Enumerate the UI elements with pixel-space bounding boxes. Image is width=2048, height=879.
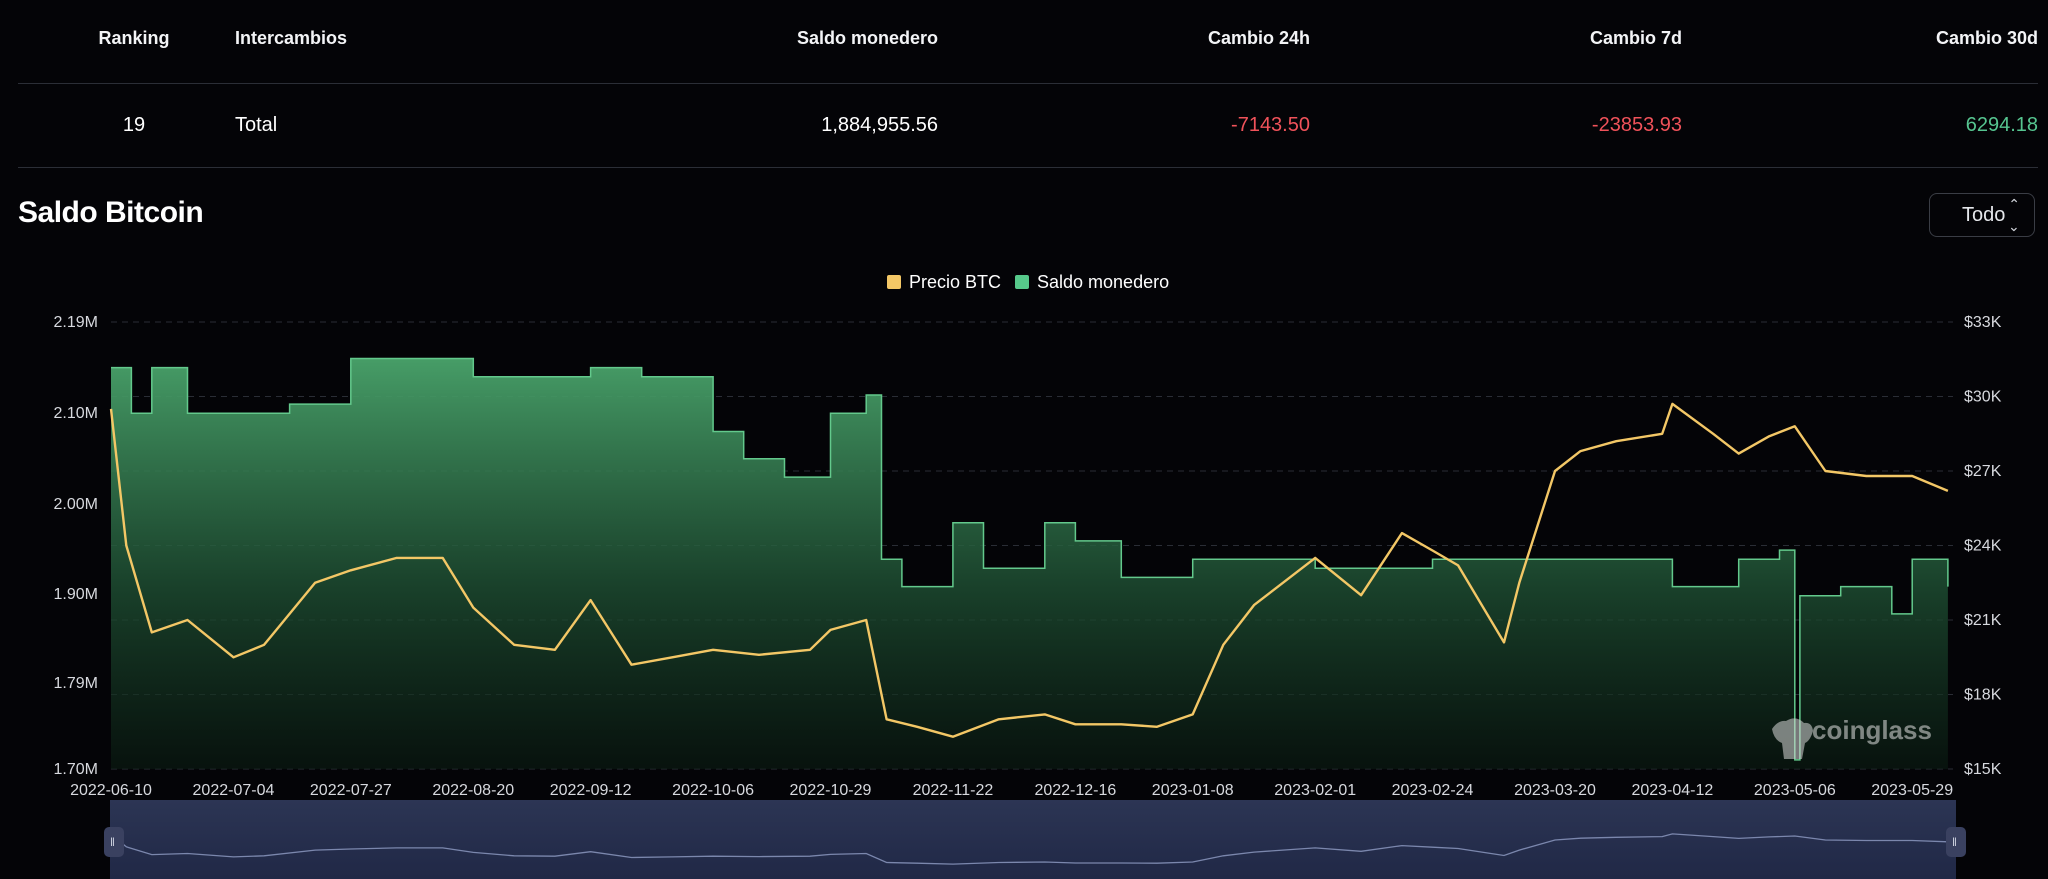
y-left-tick-label: 2.00M: [54, 496, 98, 513]
y-left-tick-label: 1.79M: [54, 675, 98, 692]
header-wallet-balance[interactable]: Saldo monedero: [796, 28, 938, 48]
navigator-line: [110, 833, 1948, 865]
x-tick-label: 2023-01-08: [1152, 782, 1234, 799]
x-axis: 2022-06-10 2022-07-04 2022-07-27 2022-08-20…: [70, 782, 1953, 799]
row-ranking: 19: [122, 114, 146, 136]
navigator-left-handle[interactable]: ‖: [104, 827, 124, 857]
chevron-up-down-icon: ⌃ ⌃: [2008, 196, 2020, 234]
y-right-tick-label: $27K: [1964, 463, 2002, 480]
navigator-left-handle-shape: [104, 827, 124, 857]
legend-label-balance: Saldo monedero: [1037, 272, 1169, 292]
y-right-tick-label: $15K: [1964, 761, 2002, 778]
header-change-30d[interactable]: Cambio 30d: [1935, 28, 2038, 48]
row-change-24h: -7143.50: [1231, 114, 1310, 136]
x-tick-label: 2022-11-22: [913, 782, 994, 799]
y-right-tick-label: $33K: [1964, 314, 2002, 331]
y-left-tick-label: 1.70M: [54, 761, 98, 778]
x-tick-label: 2023-02-01: [1274, 782, 1356, 799]
handle-grip-icon: ‖: [1952, 835, 1957, 849]
header-change-24h[interactable]: Cambio 24h: [1207, 28, 1310, 48]
y-right-tick-label: $30K: [1964, 389, 2002, 406]
x-tick-label: 2022-09-12: [550, 782, 632, 799]
time-range-select[interactable]: Todo ⌃ ⌃: [1929, 193, 2035, 237]
y-right-tick-label: $21K: [1964, 612, 2002, 629]
coinglass-logo-icon: [1772, 718, 1813, 759]
legend-item-balance[interactable]: Saldo monedero: [1015, 272, 1169, 292]
navigator-right-handle[interactable]: ‖: [1946, 827, 1966, 857]
y-right-tick-label: $24K: [1964, 538, 2002, 555]
price-line: [109, 402, 1949, 738]
chart-legend: Precio BTC Saldo monedero: [887, 272, 1169, 292]
table-row: 19 Total 1,884,955.56 -7143.50 -23853.93…: [18, 84, 2038, 168]
table-header-row: Ranking Intercambios Saldo monedero Camb…: [18, 0, 2038, 84]
x-tick-label: 2022-08-20: [432, 782, 514, 799]
y-left-tick-label: 1.90M: [54, 586, 98, 603]
x-tick-label: 2022-07-04: [193, 782, 275, 799]
y-left-tick-label: 2.10M: [54, 405, 98, 422]
time-range-value: Todo: [1962, 204, 2006, 226]
x-tick-label: 2022-12-16: [1034, 782, 1116, 799]
row-exchange: Total: [235, 114, 278, 136]
row-change-7d: -23853.93: [1591, 114, 1682, 136]
navigator-background: [110, 800, 1956, 879]
section-title: Saldo Bitcoin: [18, 196, 204, 229]
balance-line: [111, 357, 1949, 761]
chart-navigator[interactable]: ‖ ‖: [104, 800, 1966, 879]
row-change-30d: 6294.18: [1965, 114, 2038, 136]
x-tick-label: 2023-05-06: [1754, 782, 1836, 799]
bitcoin-balance-chart: Precio BTC Saldo monedero 1.70M 1.79M 1.90…: [54, 272, 2002, 879]
header-exchanges[interactable]: Intercambios: [235, 28, 348, 48]
legend-item-price[interactable]: Precio BTC: [887, 272, 1001, 292]
x-tick-label: 2022-07-27: [310, 782, 392, 799]
legend-label-price: Precio BTC: [909, 272, 1001, 292]
x-tick-label: 2023-02-24: [1392, 782, 1474, 799]
header-change-7d[interactable]: Cambio 7d: [1589, 28, 1682, 48]
y-right-tick-label: $18K: [1964, 687, 2002, 704]
row-wallet-balance: 1,884,955.56: [821, 114, 938, 136]
x-tick-label: 2023-04-12: [1631, 782, 1713, 799]
legend-swatch-balance: [1015, 275, 1029, 289]
coinglass-watermark: coinglass: [1772, 715, 1932, 759]
y-axis-right: $15K $18K $21K $24K $27K $30K $33K: [1964, 314, 2002, 778]
balance-area: [111, 358, 1948, 769]
x-tick-label: 2022-10-06: [672, 782, 754, 799]
x-tick-label: 2023-03-20: [1514, 782, 1596, 799]
handle-grip-icon: ‖: [110, 835, 115, 849]
watermark-text: coinglass: [1812, 715, 1932, 745]
x-tick-label: 2022-06-10: [70, 782, 152, 799]
header-ranking[interactable]: Ranking: [98, 28, 170, 48]
legend-swatch-price: [887, 275, 901, 289]
navigator-right-handle-shape: [1946, 827, 1966, 857]
exchange-balance-table: Ranking Intercambios Saldo monedero Camb…: [18, 0, 2038, 168]
y-axis-left: 1.70M 1.79M 1.90M 2.00M 2.10M 2.19M: [54, 314, 98, 778]
x-tick-label: 2022-10-29: [790, 782, 872, 799]
x-tick-label: 2023-05-29: [1871, 782, 1953, 799]
y-left-tick-label: 2.19M: [54, 314, 98, 331]
